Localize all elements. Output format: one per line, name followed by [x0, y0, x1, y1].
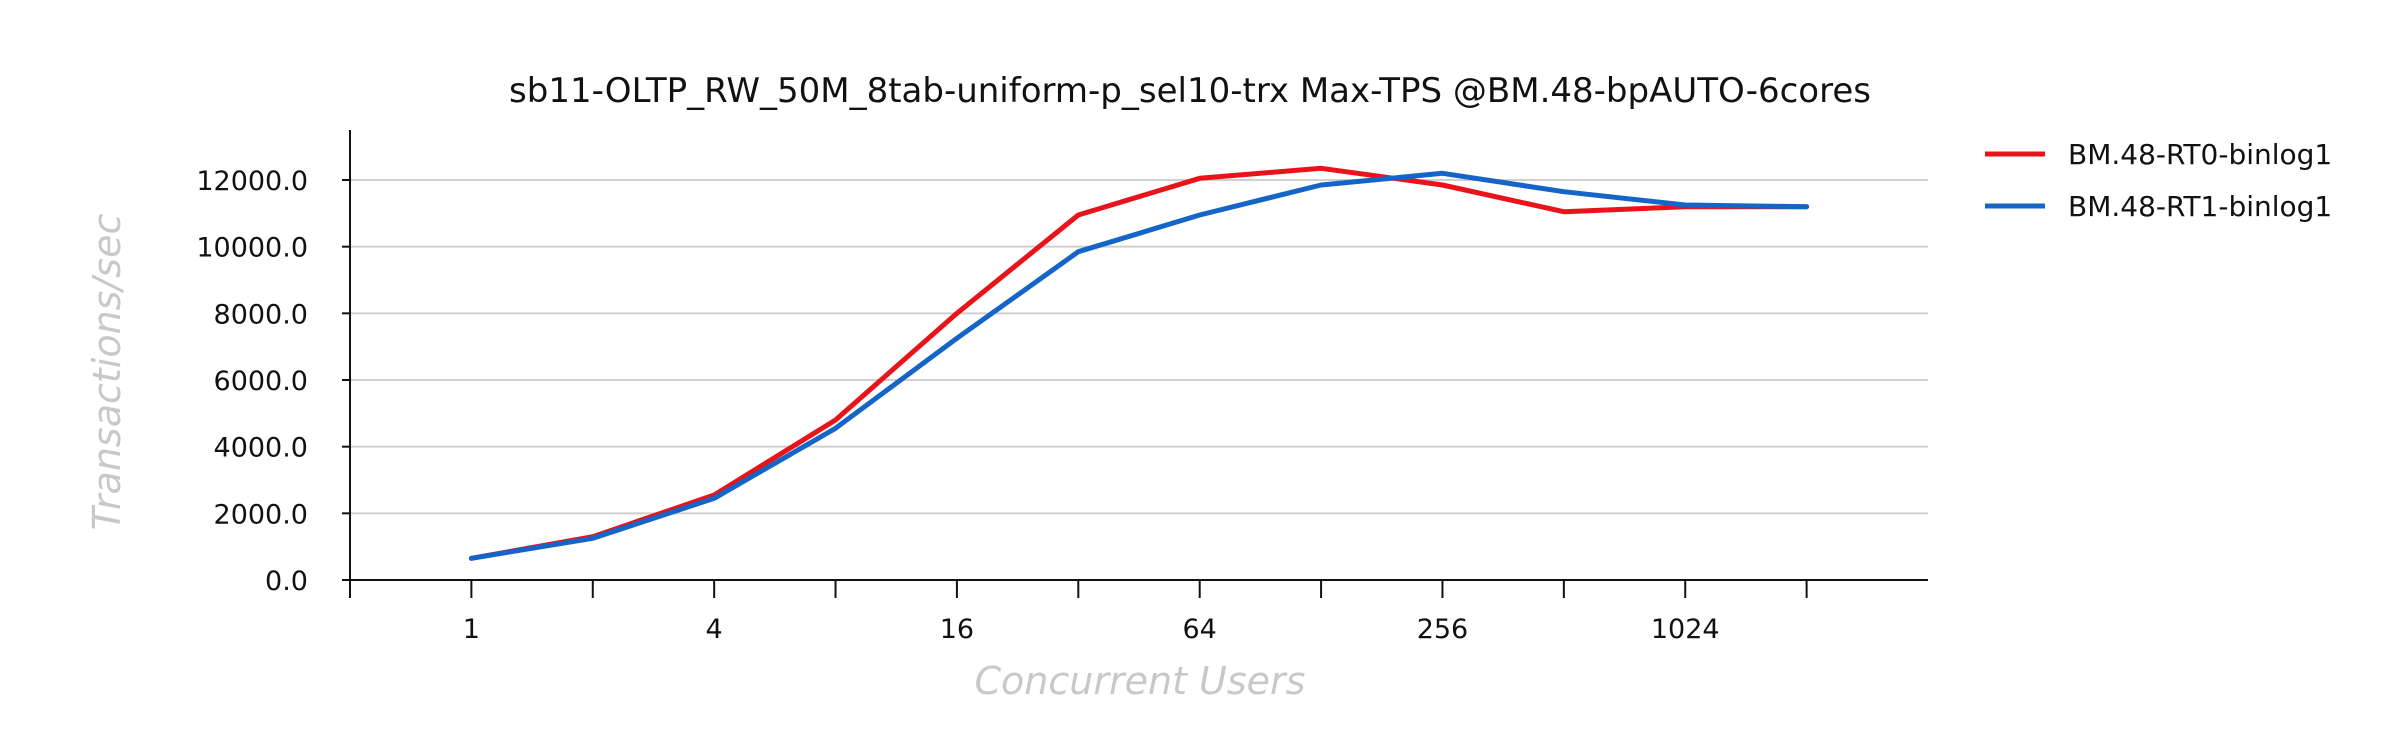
y-axis-ticks: 0.0 2000.0 4000.0 6000.0 8000.0 10000.0 12000.… — [196, 166, 350, 597]
x-tick-label: 256 — [1417, 614, 1469, 645]
x-tick-label: 1024 — [1651, 614, 1720, 645]
y-tick-label: 6000.0 — [214, 366, 308, 397]
x-axis-label: Concurrent Users — [975, 659, 1306, 703]
y-tick-label: 12000.0 — [196, 166, 308, 197]
x-tick-label: 1 — [463, 614, 480, 645]
y-tick-label: 8000.0 — [214, 299, 308, 330]
legend-label: BM.48-RT1-binlog1 — [2068, 190, 2332, 223]
legend: BM.48-RT0-binlog1 BM.48-RT1-binlog1 — [1985, 138, 2332, 223]
series-line-0 — [468, 165, 1810, 561]
axes — [349, 130, 1928, 581]
x-axis-ticks: 1 4 16 64 256 1024 — [349, 580, 1808, 645]
y-tick-label: 2000.0 — [214, 499, 308, 530]
y-tick-label: 0.0 — [265, 566, 308, 597]
legend-label: BM.48-RT0-binlog1 — [2068, 138, 2332, 171]
series-line-1 — [468, 170, 1810, 561]
y-axis-label: Transactions/sec — [85, 214, 129, 531]
y-tick-label: 4000.0 — [214, 433, 308, 464]
x-tick-label: 16 — [940, 614, 974, 645]
x-tick-label: 64 — [1183, 614, 1217, 645]
grid-lines — [350, 179, 1928, 515]
chart-title: sb11-OLTP_RW_50M_8tab-uniform-p_sel10-tr… — [509, 71, 1871, 111]
series-lines — [468, 165, 1810, 561]
x-tick-label: 4 — [706, 614, 723, 645]
y-tick-label: 10000.0 — [196, 233, 308, 264]
